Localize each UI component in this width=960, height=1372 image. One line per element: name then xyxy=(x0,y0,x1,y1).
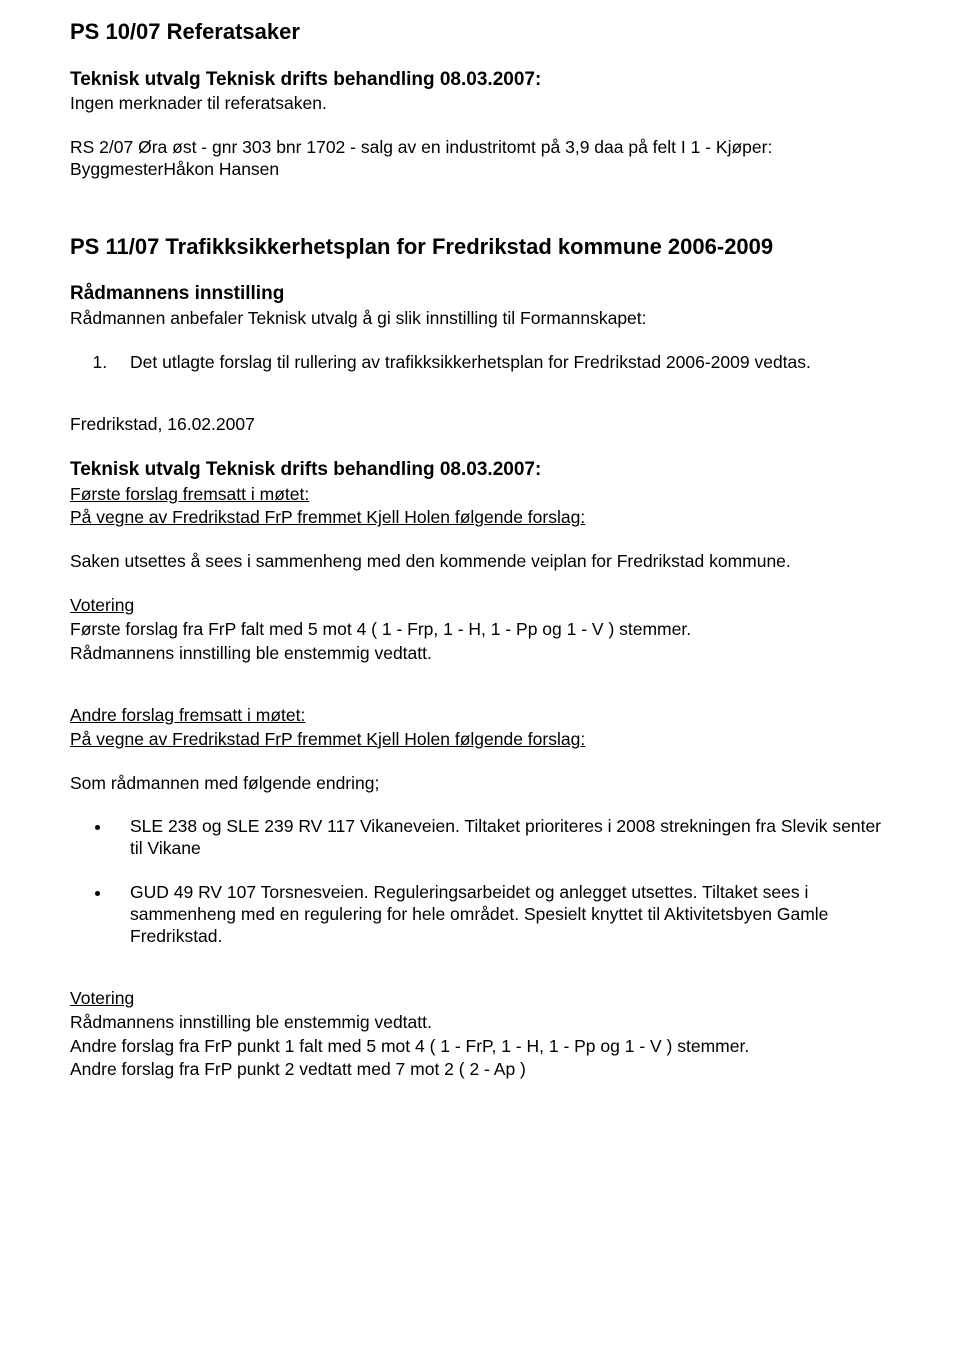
ps11-first-proposal-label: Første forslag fremsatt i møtet: xyxy=(70,484,890,506)
ps11-innstilling-block: Rådmannens innstilling Rådmannen anbefal… xyxy=(70,282,890,330)
ps11-votering2-line1: Rådmannens innstilling ble enstemmig ved… xyxy=(70,1012,890,1034)
ps11-bullet1: SLE 238 og SLE 239 RV 117 Vikaneveien. T… xyxy=(112,816,890,860)
ps11-meeting-block: Teknisk utvalg Teknisk drifts behandling… xyxy=(70,458,890,530)
ps11-votering2-line2: Andre forslag fra FrP punkt 1 falt med 5… xyxy=(70,1036,890,1058)
ps11-innstilling-body: Rådmannen anbefaler Teknisk utvalg å gi … xyxy=(70,308,890,330)
ps10-meeting-block: Teknisk utvalg Teknisk drifts behandling… xyxy=(70,68,890,116)
ps10-meeting-line: Teknisk utvalg Teknisk drifts behandling… xyxy=(70,68,890,92)
ps11-title: PS 11/07 Trafikksikkerhetsplan for Fredr… xyxy=(70,233,890,261)
ps11-innstilling-label: Rådmannens innstilling xyxy=(70,282,890,306)
ps11-votering1-line2: Rådmannens innstilling ble enstemmig ved… xyxy=(70,643,890,665)
ps11-votering1-line1: Første forslag fra FrP falt med 5 mot 4 … xyxy=(70,619,890,641)
ps11-second-proposal-block: Andre forslag fremsatt i møtet: På vegne… xyxy=(70,705,890,751)
ps11-second-proposal-by-text: På vegne av Fredrikstad FrP fremmet Kjel… xyxy=(70,729,585,749)
ps11-votering2-line3: Andre forslag fra FrP punkt 2 vedtatt me… xyxy=(70,1059,890,1081)
ps11-second-proposal-by: På vegne av Fredrikstad FrP fremmet Kjel… xyxy=(70,729,890,751)
ps11-meeting-line: Teknisk utvalg Teknisk drifts behandling… xyxy=(70,458,890,482)
ps10-rs-text: RS 2/07 Øra øst - gnr 303 bnr 1702 - sal… xyxy=(70,137,890,181)
ps11-votering1-label: Votering xyxy=(70,595,890,617)
ps11-bullet2: GUD 49 RV 107 Torsnesveien. Reguleringsa… xyxy=(112,882,890,948)
ps11-first-proposal-text: Saken utsettes å sees i sammenheng med d… xyxy=(70,551,890,573)
ps11-first-proposal-by-text: På vegne av Fredrikstad FrP fremmet Kjel… xyxy=(70,507,585,527)
ps11-votering2-label: Votering xyxy=(70,988,890,1010)
ps11-numbered-list: Det utlagte forslag til rullering av tra… xyxy=(70,352,890,374)
ps11-list-item: Det utlagte forslag til rullering av tra… xyxy=(112,352,890,374)
ps10-title: PS 10/07 Referatsaker xyxy=(70,18,890,46)
ps10-intro: Ingen merknader til referatsaken. xyxy=(70,93,890,115)
ps11-bullet-list: SLE 238 og SLE 239 RV 117 Vikaneveien. T… xyxy=(70,816,890,947)
ps11-first-proposal-by: På vegne av Fredrikstad FrP fremmet Kjel… xyxy=(70,507,890,529)
ps11-second-proposal-label: Andre forslag fremsatt i møtet: xyxy=(70,705,890,727)
ps11-date: Fredrikstad, 16.02.2007 xyxy=(70,414,890,436)
ps11-second-proposal-text: Som rådmannen med følgende endring; xyxy=(70,773,890,795)
ps11-votering2-block: Votering Rådmannens innstilling ble enst… xyxy=(70,988,890,1082)
ps11-votering1-block: Votering Første forslag fra FrP falt med… xyxy=(70,595,890,665)
